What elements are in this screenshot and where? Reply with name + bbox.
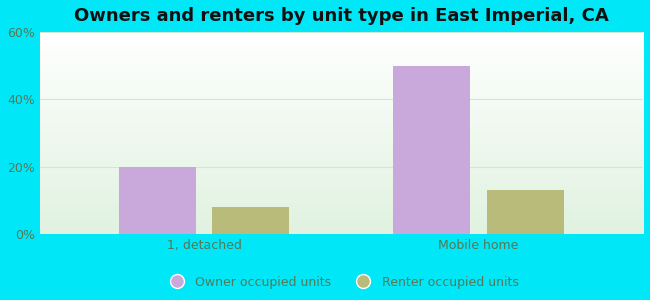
Bar: [487, 190, 564, 234]
Title: Owners and renters by unit type in East Imperial, CA: Owners and renters by unit type in East …: [74, 7, 609, 25]
Bar: [119, 167, 196, 234]
Bar: [393, 66, 470, 234]
Legend: Owner occupied units, Renter occupied units: Owner occupied units, Renter occupied un…: [159, 271, 523, 293]
Bar: [213, 207, 289, 234]
